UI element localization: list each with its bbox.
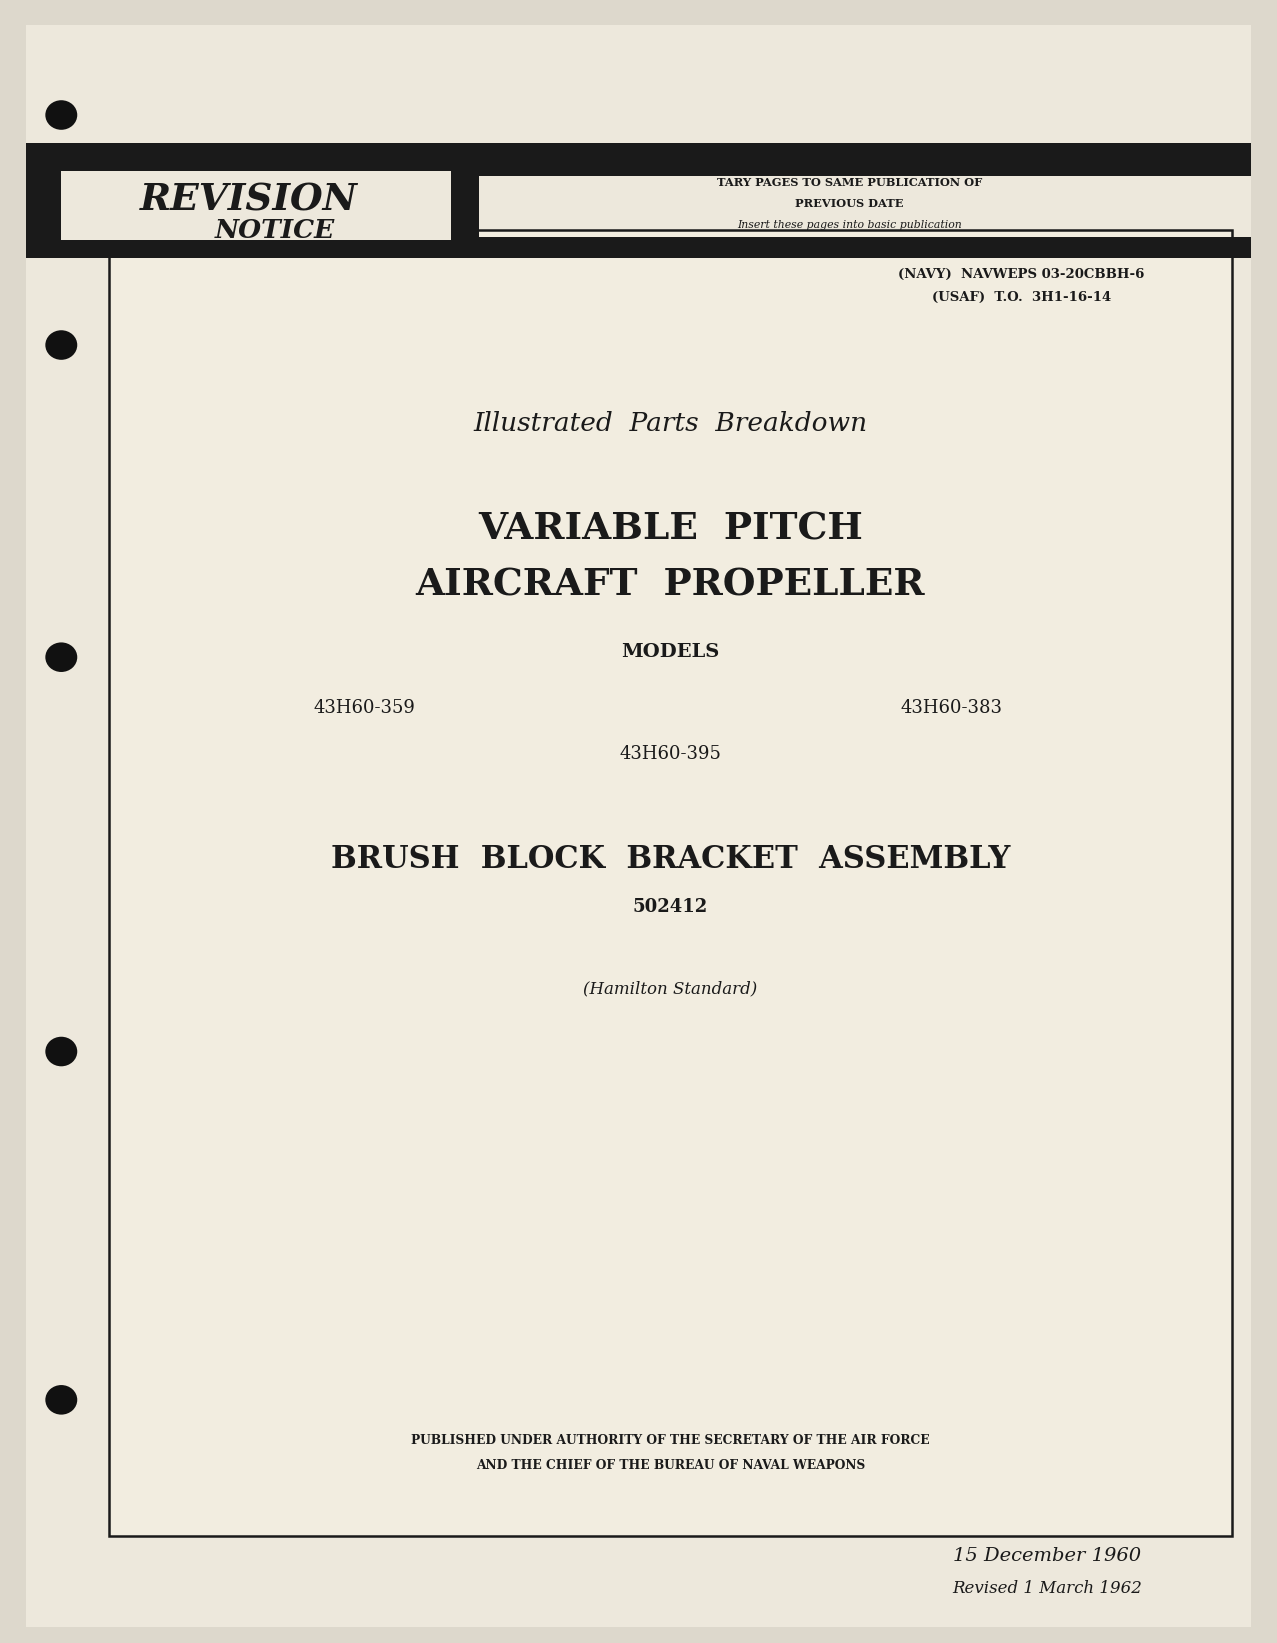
- Text: Destroy superseded pages: Destroy superseded pages: [776, 238, 922, 248]
- Text: REVISION: REVISION: [140, 182, 358, 219]
- Text: THESE ARE SUPERSEDING OR SUPPLEMEN-: THESE ARE SUPERSEDING OR SUPPLEMEN-: [702, 156, 996, 166]
- Text: BRUSH  BLOCK  BRACKET  ASSEMBLY: BRUSH BLOCK BRACKET ASSEMBLY: [331, 845, 1010, 874]
- Text: PREVIOUS DATE: PREVIOUS DATE: [796, 199, 903, 209]
- Text: MODELS: MODELS: [622, 644, 719, 660]
- Text: PUBLISHED UNDER AUTHORITY OF THE SECRETARY OF THE AIR FORCE: PUBLISHED UNDER AUTHORITY OF THE SECRETA…: [411, 1434, 930, 1447]
- Text: VARIABLE  PITCH: VARIABLE PITCH: [478, 511, 863, 547]
- Ellipse shape: [46, 330, 77, 360]
- Ellipse shape: [46, 100, 77, 130]
- Bar: [26, 163, 479, 245]
- Text: AND THE CHIEF OF THE BUREAU OF NAVAL WEAPONS: AND THE CHIEF OF THE BUREAU OF NAVAL WEA…: [476, 1459, 865, 1472]
- Text: Revised 1 March 1962: Revised 1 March 1962: [953, 1581, 1142, 1597]
- Text: 43H60-395: 43H60-395: [619, 746, 722, 762]
- Bar: [26, 237, 1251, 258]
- Text: (NAVY)  NAVWEPS 03-20CBBH-6: (NAVY) NAVWEPS 03-20CBBH-6: [899, 268, 1144, 281]
- Bar: [61, 171, 451, 240]
- Text: 15 December 1960: 15 December 1960: [953, 1548, 1142, 1564]
- Ellipse shape: [46, 642, 77, 672]
- Text: AIRCRAFT  PROPELLER: AIRCRAFT PROPELLER: [416, 567, 925, 603]
- Text: Illustrated  Parts  Breakdown: Illustrated Parts Breakdown: [474, 411, 867, 437]
- Ellipse shape: [46, 1385, 77, 1415]
- Bar: [26, 143, 1251, 176]
- Text: 43H60-383: 43H60-383: [900, 700, 1002, 716]
- Ellipse shape: [46, 1037, 77, 1066]
- Text: 502412: 502412: [633, 899, 707, 915]
- Text: Insert these pages into basic publication: Insert these pages into basic publicatio…: [737, 220, 962, 230]
- Text: NOTICE: NOTICE: [215, 217, 335, 243]
- Text: (Hamilton Standard): (Hamilton Standard): [584, 981, 757, 997]
- Text: TARY PAGES TO SAME PUBLICATION OF: TARY PAGES TO SAME PUBLICATION OF: [716, 177, 982, 187]
- Text: 43H60-359: 43H60-359: [313, 700, 415, 716]
- Text: (USAF)  T.O.  3H1-16-14: (USAF) T.O. 3H1-16-14: [932, 291, 1111, 304]
- Bar: [109, 230, 1232, 1536]
